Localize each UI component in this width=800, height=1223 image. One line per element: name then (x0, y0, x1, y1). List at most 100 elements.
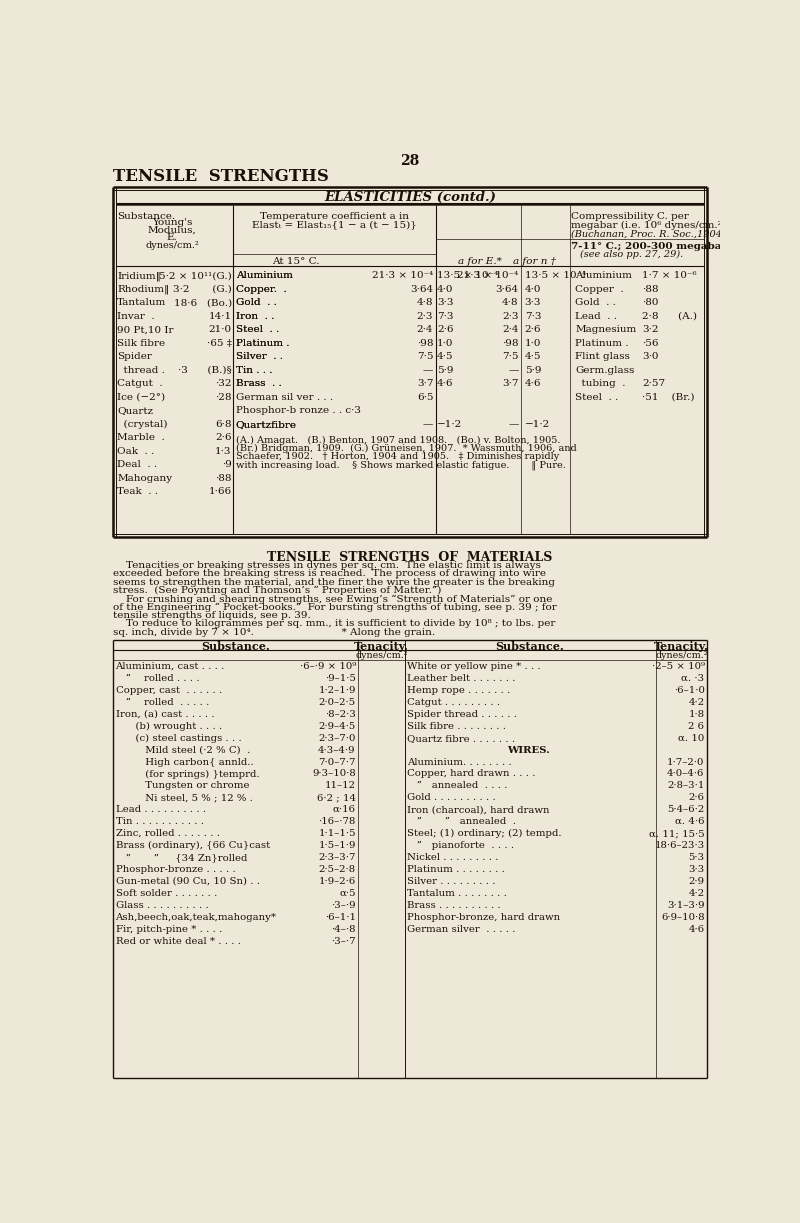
Text: Mild steel (·2 % C)  .: Mild steel (·2 % C) . (115, 746, 250, 755)
Text: —: — (423, 366, 434, 374)
Text: ·80: ·80 (642, 298, 659, 307)
Text: Modulus,: Modulus, (148, 225, 197, 235)
Text: 7·0–7·7: 7·0–7·7 (318, 757, 356, 767)
Text: 5·3: 5·3 (688, 852, 705, 862)
Text: Silver  . .: Silver . . (236, 352, 282, 361)
Text: Aluminium: Aluminium (236, 272, 293, 280)
Text: 1·9–2·6: 1·9–2·6 (318, 877, 356, 885)
Text: At 15° C.: At 15° C. (272, 257, 320, 265)
Text: ”       ”     {34 Zn}rolled: ” ” {34 Zn}rolled (115, 852, 247, 862)
Text: Quartz fibre . . . . . . .: Quartz fibre . . . . . . . (407, 734, 515, 742)
Text: ·6–1·0: ·6–1·0 (674, 686, 705, 695)
Text: —: — (508, 419, 518, 429)
Text: Rhodium‖: Rhodium‖ (117, 285, 170, 295)
Text: ·3–·7: ·3–·7 (331, 937, 356, 945)
Text: 1·0: 1·0 (525, 339, 542, 347)
Text: 7·3: 7·3 (525, 312, 542, 320)
Text: Elastₜ = Elast₁₅{1 − a (t − 15)}: Elastₜ = Elast₁₅{1 − a (t − 15)} (253, 220, 418, 230)
Text: Flint glass: Flint glass (575, 352, 630, 361)
Text: 2·57: 2·57 (642, 379, 666, 388)
Text: Schaefer, 1902.   † Horton, 1904 and 1905.   ‡ Diminishes rapidly: Schaefer, 1902. † Horton, 1904 and 1905.… (236, 453, 559, 461)
Text: 5·4–6·2: 5·4–6·2 (667, 805, 705, 815)
Text: 1·7 × 10⁻⁶: 1·7 × 10⁻⁶ (642, 272, 697, 280)
Text: 1·7–2·0: 1·7–2·0 (667, 757, 705, 767)
Text: Compressibility C. per: Compressibility C. per (571, 213, 689, 221)
Text: 2·4: 2·4 (417, 325, 434, 334)
Text: ·98: ·98 (417, 339, 434, 347)
Text: 2·8–3·1: 2·8–3·1 (667, 781, 705, 790)
Text: 14·1: 14·1 (209, 312, 232, 320)
Text: 2 6: 2 6 (689, 722, 705, 730)
Text: a for E.*: a for E.* (458, 257, 502, 265)
Text: Quartzfibre: Quartzfibre (236, 419, 297, 429)
Text: 2·9: 2·9 (689, 877, 705, 885)
Text: Phosphor-bronze . . . . .: Phosphor-bronze . . . . . (115, 865, 235, 874)
Text: Platinum .: Platinum . (236, 339, 289, 347)
Text: 5·2 × 10¹¹(G.): 5·2 × 10¹¹(G.) (159, 272, 232, 280)
Text: 4·8: 4·8 (417, 298, 434, 307)
Text: Tenacity.: Tenacity. (354, 641, 409, 652)
Text: Brass . . . . . . . . . .: Brass . . . . . . . . . . (407, 901, 501, 910)
Text: 4·6: 4·6 (437, 379, 454, 388)
Text: Nickel . . . . . . . . .: Nickel . . . . . . . . . (407, 852, 498, 862)
Text: (c) steel castings . . .: (c) steel castings . . . (115, 734, 242, 742)
Text: 6·9–10·8: 6·9–10·8 (661, 912, 705, 922)
Text: 1·8: 1·8 (688, 709, 705, 719)
Text: (Buchanan, Proc. R. Soc.,1904).: (Buchanan, Proc. R. Soc.,1904). (571, 229, 729, 238)
Text: Copper.  .: Copper. . (236, 285, 286, 294)
Text: Steel  . .: Steel . . (575, 393, 618, 402)
Text: 1·1–1·5: 1·1–1·5 (318, 829, 356, 838)
Text: 18·6–23·3: 18·6–23·3 (654, 841, 705, 850)
Text: ”    rolled . . . .: ” rolled . . . . (115, 674, 199, 682)
Text: Mahogany: Mahogany (117, 473, 172, 483)
Text: ·9–1·5: ·9–1·5 (325, 674, 356, 682)
Text: Aluminium, cast . . . .: Aluminium, cast . . . . (115, 662, 225, 671)
Text: 1·5–1·9: 1·5–1·9 (318, 841, 356, 850)
Text: megabar (i.e. 10⁶ dynes/cm.²): megabar (i.e. 10⁶ dynes/cm.²) (571, 220, 726, 230)
Text: (b) wrought . . . .: (b) wrought . . . . (115, 722, 222, 731)
Text: Hemp rope . . . . . . .: Hemp rope . . . . . . . (407, 686, 510, 695)
Text: 3·7: 3·7 (417, 379, 434, 388)
Text: Teak  . .: Teak . . (117, 487, 158, 497)
Text: Lead  . .: Lead . . (575, 312, 617, 320)
Text: ·2–5 × 10⁹: ·2–5 × 10⁹ (651, 662, 705, 671)
Text: Silver . . . . . . . . .: Silver . . . . . . . . . (407, 877, 495, 885)
Text: ·32: ·32 (215, 379, 232, 388)
Text: Zinc, rolled . . . . . . .: Zinc, rolled . . . . . . . (115, 829, 219, 838)
Text: German silver  . . . . .: German silver . . . . . (407, 925, 515, 933)
Text: Silver  . .: Silver . . (236, 352, 282, 361)
Text: Steel  . .: Steel . . (236, 325, 279, 334)
Text: sq. inch, divide by 7 × 10⁴.                           * Along the grain.: sq. inch, divide by 7 × 10⁴. * Along the… (113, 627, 435, 636)
Text: 3·7: 3·7 (502, 379, 518, 388)
Text: WIRES.: WIRES. (507, 746, 550, 755)
Text: White or yellow pine * . . .: White or yellow pine * . . . (407, 662, 541, 671)
Text: Copper, hard drawn . . . .: Copper, hard drawn . . . . (407, 769, 535, 779)
Text: Aluminium. . . . . . . .: Aluminium. . . . . . . . (407, 757, 512, 767)
Text: Germ.glass: Germ.glass (575, 366, 634, 374)
Text: 2·4: 2·4 (502, 325, 518, 334)
Text: 2·8      (A.): 2·8 (A.) (642, 312, 698, 320)
Text: 2·6: 2·6 (215, 433, 232, 443)
Text: 4·6: 4·6 (688, 925, 705, 933)
Text: Gun-metal (90 Cu, 10 Sn) . .: Gun-metal (90 Cu, 10 Sn) . . (115, 877, 259, 885)
Text: Spider: Spider (117, 352, 152, 361)
Text: Gold  . .: Gold . . (575, 298, 616, 307)
Text: 3·64: 3·64 (410, 285, 434, 294)
Text: α·16: α·16 (333, 805, 356, 815)
Text: ·98: ·98 (502, 339, 518, 347)
Text: 3·3: 3·3 (437, 298, 454, 307)
Text: Iridium‖: Iridium‖ (117, 272, 161, 281)
Text: 4·0: 4·0 (525, 285, 542, 294)
Text: 2·9–4·5: 2·9–4·5 (318, 722, 356, 730)
Text: German sil ver . . .: German sil ver . . . (236, 393, 333, 402)
Text: 4·2: 4·2 (688, 889, 705, 898)
Text: 4·0: 4·0 (437, 285, 454, 294)
Text: 18·6   (Bo.): 18·6 (Bo.) (174, 298, 232, 307)
Text: dynes/cm.²: dynes/cm.² (655, 652, 707, 660)
Text: 2·3–3·7: 2·3–3·7 (318, 852, 356, 862)
Text: 3·64: 3·64 (495, 285, 518, 294)
Text: ·3      (B.)§: ·3 (B.)§ (178, 366, 232, 374)
Text: Soft solder . . . . . . .: Soft solder . . . . . . . (115, 889, 217, 898)
Text: Oak  . .: Oak . . (117, 446, 154, 456)
Text: 3·0: 3·0 (642, 352, 659, 361)
